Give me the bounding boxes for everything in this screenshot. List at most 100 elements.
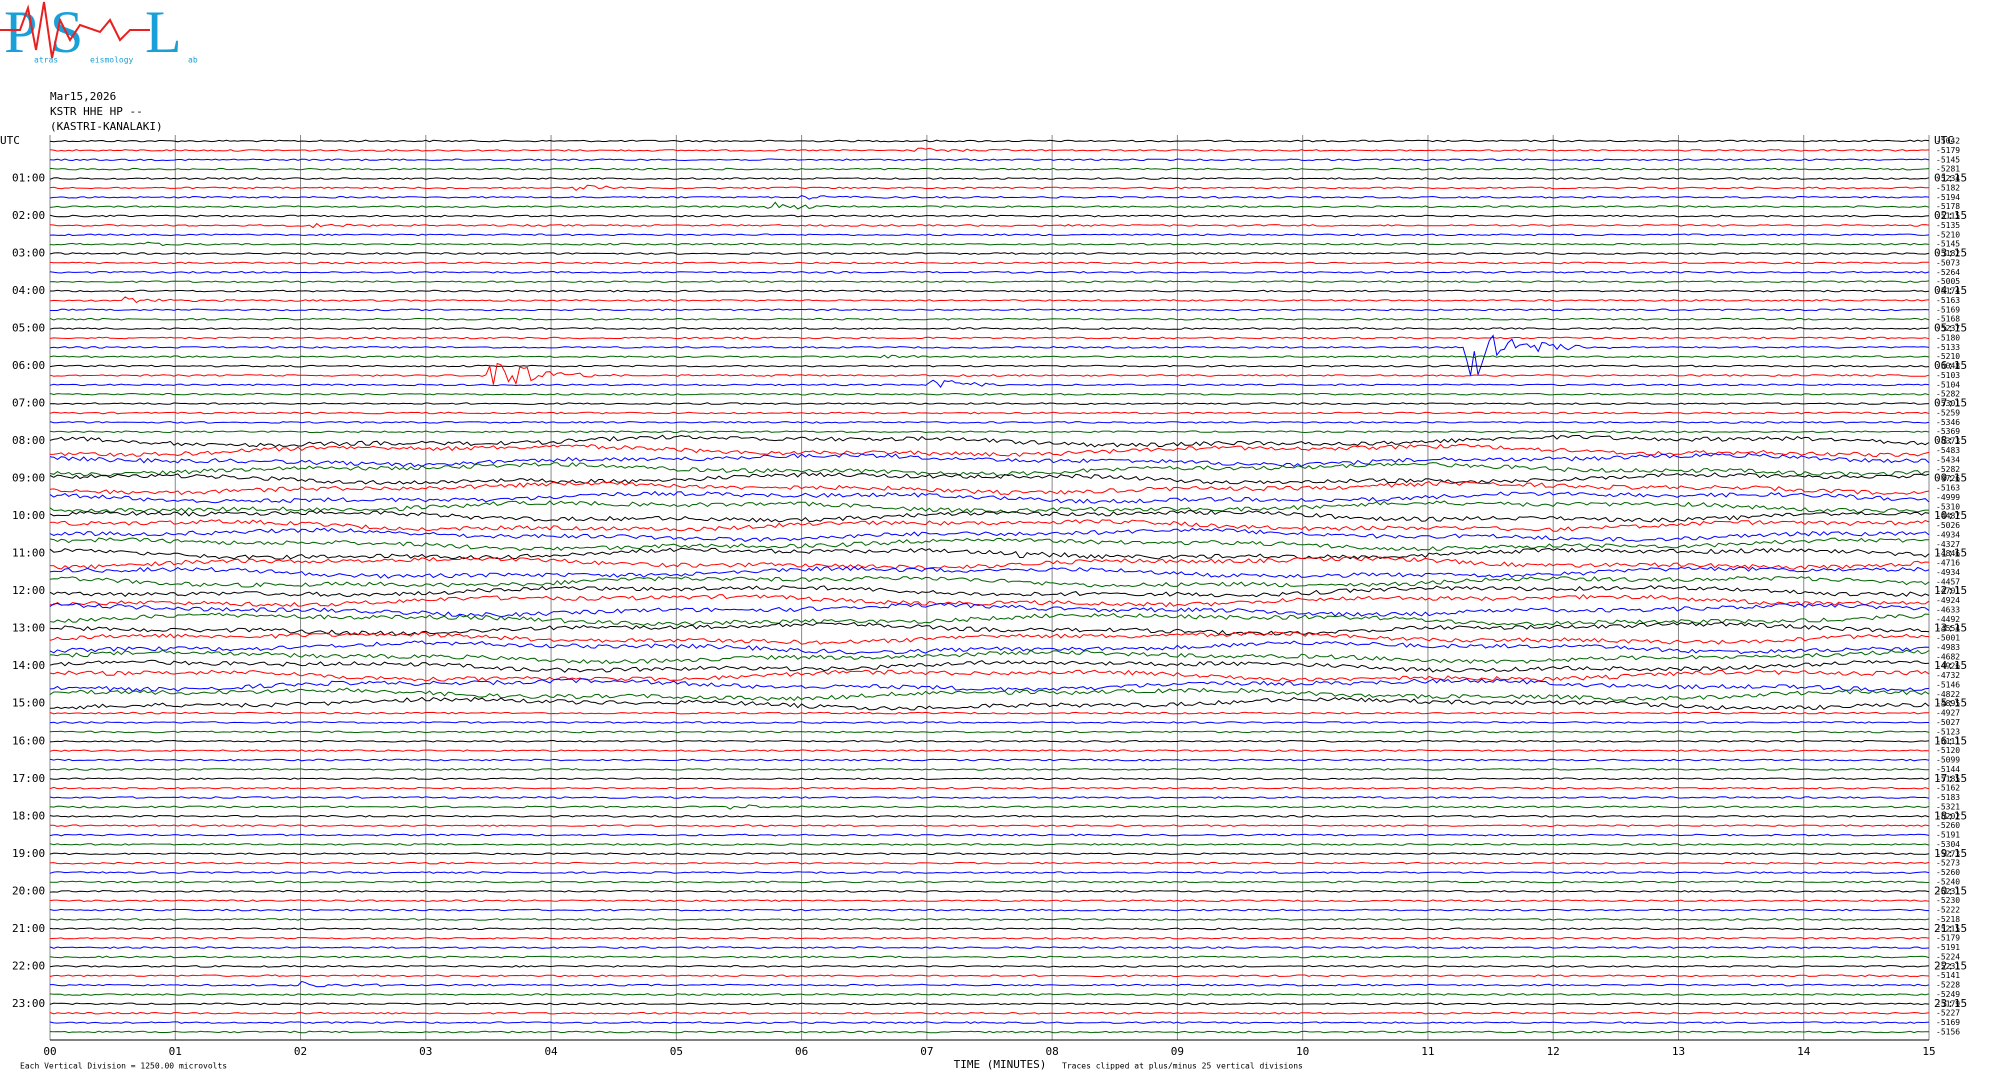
seismic-trace <box>49 918 1930 921</box>
seismic-trace <box>49 537 1930 552</box>
right-time-label: 20:15 <box>1934 884 1967 897</box>
left-time-label: 13:00 <box>12 622 45 635</box>
trace-value: -5183 <box>1936 793 1960 802</box>
trace-value: -5273 <box>1936 849 1960 858</box>
trace-value: -5005 <box>1936 277 1960 286</box>
seismic-trace <box>49 392 1930 396</box>
right-time-label: 03:15 <box>1934 247 1967 260</box>
trace-value: -5234 <box>1936 174 1960 183</box>
right-time-label: 07:15 <box>1934 397 1967 410</box>
trace-value: -5162 <box>1936 784 1960 793</box>
seismic-trace <box>49 880 1930 884</box>
seismic-trace <box>49 824 1930 828</box>
trace-value: -4487 <box>1936 512 1960 521</box>
seismic-trace <box>49 334 1930 376</box>
seismic-trace <box>49 936 1930 940</box>
trace-value: -5042 <box>1936 137 1960 146</box>
seismic-trace <box>49 296 1930 304</box>
left-time-label: 01:00 <box>12 172 45 185</box>
seismic-trace <box>49 659 1930 673</box>
x-tick-label: 04 <box>544 1045 558 1058</box>
trace-value: -5231 <box>1936 887 1960 896</box>
seismic-trace <box>49 509 1930 523</box>
x-tick-label: 12 <box>1547 1045 1560 1058</box>
left-time-label: 06:00 <box>12 359 45 372</box>
x-axis-title: TIME (MINUTES) <box>954 1058 1047 1071</box>
trace-value: -5174 <box>1936 287 1960 296</box>
left-time-label: 07:00 <box>12 397 45 410</box>
x-tick-label: 03 <box>419 1045 432 1058</box>
seismic-trace <box>49 777 1930 781</box>
left-time-label: 05:00 <box>12 322 45 335</box>
left-time-label: 10:00 <box>12 509 45 522</box>
trace-value: -5259 <box>1936 408 1960 417</box>
trace-value: -5104 <box>1936 380 1960 389</box>
right-time-label: 18:15 <box>1934 809 1967 822</box>
seismic-trace <box>49 758 1930 762</box>
seismic-trace <box>49 899 1930 903</box>
seismic-trace <box>49 490 1930 504</box>
trace-value: -4895 <box>1936 699 1960 708</box>
trace-value: -5260 <box>1936 868 1960 877</box>
right-time-label: 12:15 <box>1934 584 1967 597</box>
traces <box>49 139 1930 1034</box>
right-time-label: 10:15 <box>1934 509 1967 522</box>
left-time-label: 23:00 <box>12 997 45 1010</box>
seismic-trace <box>49 158 1930 162</box>
seismic-trace <box>49 270 1930 274</box>
trace-value: -5156 <box>1936 1028 1960 1037</box>
logo-word: atras <box>34 56 58 65</box>
seismic-trace <box>49 472 1930 485</box>
left-time-label: 12:00 <box>12 584 45 597</box>
right-time-label: 15:15 <box>1934 697 1967 710</box>
x-tick-label: 07 <box>920 1045 933 1058</box>
trace-value: -4999 <box>1936 493 1960 502</box>
seismic-trace <box>49 177 1930 180</box>
left-time-label: UTC <box>0 134 20 147</box>
seismic-trace <box>49 649 1930 665</box>
trace-value: -5228 <box>1936 981 1960 990</box>
trace-value: -5001 <box>1936 634 1960 643</box>
trace-value: -4927 <box>1936 709 1960 718</box>
seismic-trace <box>49 927 1930 931</box>
trace-value: -5434 <box>1936 455 1960 464</box>
trace-value: -5026 <box>1936 521 1960 530</box>
seismic-trace <box>49 687 1930 702</box>
seismic-trace <box>49 1002 1930 1006</box>
seismic-trace <box>49 749 1930 752</box>
seismic-trace <box>49 804 1930 810</box>
trace-value: -4934 <box>1936 530 1960 539</box>
seismic-trace <box>49 814 1930 818</box>
x-tick-label: 02 <box>294 1045 307 1058</box>
x-tick-label: 10 <box>1296 1045 1309 1058</box>
seismic-trace <box>49 354 1930 359</box>
x-tick-label: 15 <box>1922 1045 1935 1058</box>
seismic-trace <box>49 908 1930 912</box>
seismic-trace <box>49 547 1930 560</box>
left-time-label: 17:00 <box>12 772 45 785</box>
trace-value: -5483 <box>1936 446 1960 455</box>
trace-value: -5281 <box>1936 165 1960 174</box>
seismic-trace <box>49 411 1930 415</box>
seismic-trace <box>49 195 1930 200</box>
trace-value: -5103 <box>1936 371 1960 380</box>
seismic-trace <box>49 1021 1930 1024</box>
left-time-label: 19:00 <box>12 847 45 860</box>
right-time-label: 06:15 <box>1934 359 1967 372</box>
seismic-trace <box>49 1011 1930 1015</box>
trace-value: -4682 <box>1936 652 1960 661</box>
trace-value: -5182 <box>1936 249 1960 258</box>
logo-word: ab <box>188 56 198 65</box>
left-time-label: 09:00 <box>12 472 45 485</box>
seismic-trace <box>49 147 1930 153</box>
trace-value: -5182 <box>1936 183 1960 192</box>
seismic-trace <box>49 434 1930 448</box>
trace-value: -5179 <box>1936 934 1960 943</box>
trace-value: -5282 <box>1936 390 1960 399</box>
x-tick-label: 13 <box>1672 1045 1685 1058</box>
trace-value: -5202 <box>1936 812 1960 821</box>
right-time-label: 21:15 <box>1934 922 1967 935</box>
right-time-label: 04:15 <box>1934 284 1967 297</box>
trace-value: -5191 <box>1936 943 1960 952</box>
